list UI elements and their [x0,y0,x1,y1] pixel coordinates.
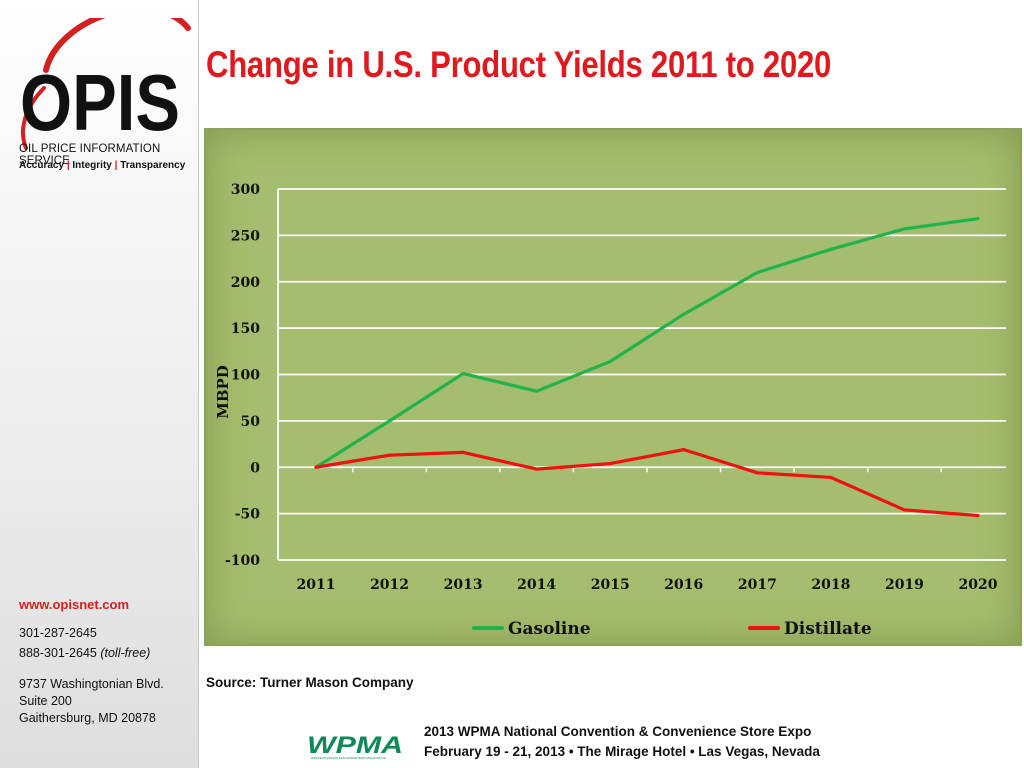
y-tick-label: 200 [231,275,260,291]
svg-text:OPIS: OPIS [20,58,180,147]
x-tick-label: 2019 [885,577,924,593]
data-point-gasoline [682,312,686,316]
sidebar: OPIS OIL PRICE INFORMATION SERVICE Accur… [0,0,199,768]
data-point-distillate [608,461,612,466]
x-tick-label: 2015 [591,577,630,593]
website-link[interactable]: www.opisnet.com [19,597,130,612]
footer-venue-line: February 19 - 21, 2013 • The Mirage Hote… [424,744,820,759]
y-tick-label: 100 [231,368,260,384]
y-tick-label: 250 [231,228,260,244]
data-point-gasoline [387,419,392,423]
phone-number: 301-287-2645 [19,626,97,640]
y-tick-label: -100 [225,553,260,569]
data-point-gasoline [755,270,759,275]
data-point-gasoline [608,359,612,364]
x-tick-label: 2011 [297,577,336,593]
company-name: OIL PRICE INFORMATION SERVICE [19,143,161,167]
x-tick-label: 2016 [664,577,703,593]
logo-tagline: Accuracy | Integrity | Transparency [19,160,186,171]
svg-text:WPMA: WPMA [307,732,403,759]
data-point-gasoline [902,227,907,231]
x-tick-label: 2020 [959,577,998,593]
chart-panel: 300 250 200 150 100 50 0 -50 -100 2011 2012 2013 201… [204,128,1022,646]
x-tick-label: 2014 [517,577,556,593]
y-tick-label: 0 [250,460,260,476]
data-point-gasoline [535,389,539,393]
data-point-distillate [755,471,759,475]
data-point-distillate [314,465,318,469]
data-point-distillate [387,453,392,457]
legend-label-distillate: Distillate [784,619,872,639]
legend-label-gasoline: Gasoline [508,619,591,639]
data-point-distillate [682,448,686,452]
data-point-distillate [535,467,539,471]
y-tick-label: 300 [231,182,260,198]
footer-event-line: 2013 WPMA National Convention & Convenie… [424,724,812,739]
y-tick-label: -50 [235,507,261,523]
wpma-logo: WPMA WESTERN PETROLEUM MARKETERS ASSOCIA… [307,732,403,760]
x-tick-label: 2012 [370,577,409,593]
tollfree-number: 888-301-2645 (toll-free) [19,646,151,660]
data-point-distillate [461,450,465,455]
data-point-distillate [976,513,980,518]
series-line-gasoline [315,217,979,469]
x-tick-label: 2017 [738,577,777,593]
data-point-gasoline [976,217,980,221]
y-axis-title: MBPD [214,365,232,419]
mailing-address: 9737 Washingtonian Blvd. Suite 200 Gaith… [19,677,164,725]
svg-text:WESTERN PETROLEUM MARKETERS AS: WESTERN PETROLEUM MARKETERS ASSOCIATION [311,756,386,760]
line-chart: 300 250 200 150 100 50 0 -50 -100 2011 2012 2013 201… [214,182,1006,639]
data-point-distillate [829,475,833,480]
x-tick-label: 2013 [444,577,483,593]
data-point-gasoline [829,247,833,251]
y-tick-label: 150 [231,321,260,337]
y-tick-label: 50 [241,414,261,430]
x-tick-label: 2018 [811,577,850,593]
data-point-distillate [902,508,907,512]
opis-logo: OPIS [20,18,191,150]
slide-title: Change in U.S. Product Yields 2011 to 20… [206,44,832,85]
series-line-distillate [315,448,979,518]
source-note: Source: Turner Mason Company [206,675,414,690]
data-point-gasoline [461,371,465,376]
